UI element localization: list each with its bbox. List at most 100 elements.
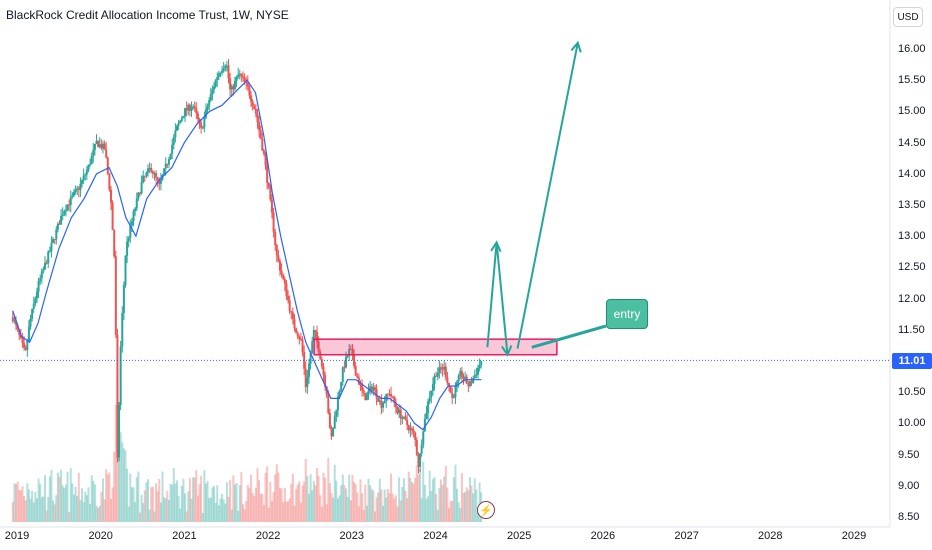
candle-body bbox=[351, 348, 354, 355]
volume-bar bbox=[325, 504, 328, 522]
volume-bars bbox=[11, 373, 483, 522]
candle-body bbox=[410, 428, 413, 431]
volume-bar bbox=[158, 479, 161, 522]
volume-bar bbox=[98, 506, 101, 522]
candle-body bbox=[163, 168, 166, 176]
volume-bar bbox=[372, 490, 375, 522]
candle-body bbox=[373, 387, 376, 390]
lightning-icon[interactable]: ⚡ bbox=[477, 501, 495, 519]
candle-body bbox=[357, 377, 360, 385]
volume-bar bbox=[351, 474, 354, 522]
volume-bar bbox=[382, 505, 385, 522]
moving-average-line bbox=[12, 79, 482, 431]
x-tick-label: 2022 bbox=[255, 530, 281, 542]
candle-body bbox=[21, 338, 24, 343]
candle-body bbox=[233, 80, 236, 90]
candle-body bbox=[47, 251, 50, 264]
volume-bar bbox=[407, 471, 410, 522]
candle-body bbox=[121, 312, 124, 347]
volume-bar bbox=[303, 481, 306, 522]
volume-bar bbox=[419, 469, 422, 522]
candle-body bbox=[345, 356, 348, 368]
candle-body bbox=[369, 386, 372, 391]
candle-body bbox=[269, 187, 272, 200]
candle-body bbox=[335, 410, 338, 417]
volume-bar bbox=[443, 476, 446, 522]
candle-body bbox=[470, 381, 473, 383]
volume-bar bbox=[275, 464, 278, 522]
retest-arrow-head bbox=[501, 345, 513, 357]
volume-bar bbox=[279, 488, 282, 522]
candle-body bbox=[56, 223, 59, 230]
candle-body bbox=[72, 192, 75, 196]
candle-body bbox=[270, 199, 273, 213]
entry-callout[interactable]: entry bbox=[606, 299, 648, 329]
volume-bar bbox=[229, 480, 232, 522]
candle-body bbox=[394, 402, 397, 408]
candle-body bbox=[37, 281, 40, 292]
candle-body bbox=[398, 409, 401, 414]
volume-bar bbox=[11, 501, 14, 522]
candle-body bbox=[306, 377, 309, 388]
candle-body bbox=[113, 230, 116, 257]
candle-body bbox=[101, 143, 104, 149]
candle-body bbox=[288, 300, 291, 311]
candle-body bbox=[311, 341, 314, 354]
candle-body bbox=[145, 172, 148, 176]
candle-body bbox=[193, 106, 196, 109]
volume-bar bbox=[224, 503, 227, 522]
volume-bar bbox=[436, 509, 439, 522]
candle-body bbox=[436, 372, 439, 377]
volume-bar bbox=[391, 493, 394, 522]
candle-body bbox=[158, 180, 161, 184]
volume-bar bbox=[386, 489, 389, 522]
candle-body bbox=[167, 159, 170, 165]
candle-body bbox=[90, 155, 93, 165]
candle-body bbox=[253, 105, 256, 109]
candle-body bbox=[372, 387, 375, 391]
volume-bar bbox=[293, 505, 296, 522]
candle-body bbox=[95, 140, 98, 144]
volume-bar bbox=[153, 511, 156, 522]
volume-bar bbox=[420, 498, 423, 522]
candle-body bbox=[148, 167, 151, 169]
entry-pointer-line bbox=[531, 324, 607, 349]
volume-bar bbox=[190, 498, 193, 522]
currency-button[interactable]: USD bbox=[893, 7, 923, 27]
candle-body bbox=[409, 428, 412, 431]
volume-bar bbox=[251, 492, 254, 522]
volume-bar bbox=[134, 501, 137, 522]
volume-bar bbox=[250, 474, 253, 522]
candle-body bbox=[171, 144, 174, 154]
candle-body bbox=[132, 211, 135, 222]
volume-bar bbox=[87, 487, 90, 522]
volume-bar bbox=[82, 502, 85, 522]
volume-bar bbox=[138, 512, 141, 522]
candle-body bbox=[261, 138, 264, 151]
candle-body bbox=[42, 269, 45, 272]
candle-body bbox=[256, 113, 259, 122]
volume-bar bbox=[55, 495, 58, 522]
volume-bar bbox=[246, 485, 249, 522]
volume-bar bbox=[427, 496, 430, 522]
candle-body bbox=[354, 365, 357, 376]
candle-body bbox=[456, 381, 459, 387]
candle-body bbox=[15, 320, 18, 326]
volume-bar bbox=[456, 488, 459, 522]
candle-body bbox=[225, 65, 228, 67]
candle-body bbox=[250, 95, 253, 102]
candle-body bbox=[89, 164, 92, 166]
candle-body bbox=[407, 425, 410, 431]
volume-bar bbox=[89, 503, 92, 522]
volume-bar bbox=[454, 464, 457, 522]
volume-bar bbox=[283, 487, 286, 522]
volume-bar bbox=[233, 484, 236, 522]
volume-bar bbox=[93, 484, 96, 522]
volume-bar bbox=[280, 488, 283, 522]
candle-body bbox=[213, 86, 216, 90]
volume-bar bbox=[110, 498, 113, 522]
candle-body bbox=[309, 353, 312, 364]
candle-body bbox=[343, 367, 346, 369]
volume-bar bbox=[151, 486, 154, 522]
